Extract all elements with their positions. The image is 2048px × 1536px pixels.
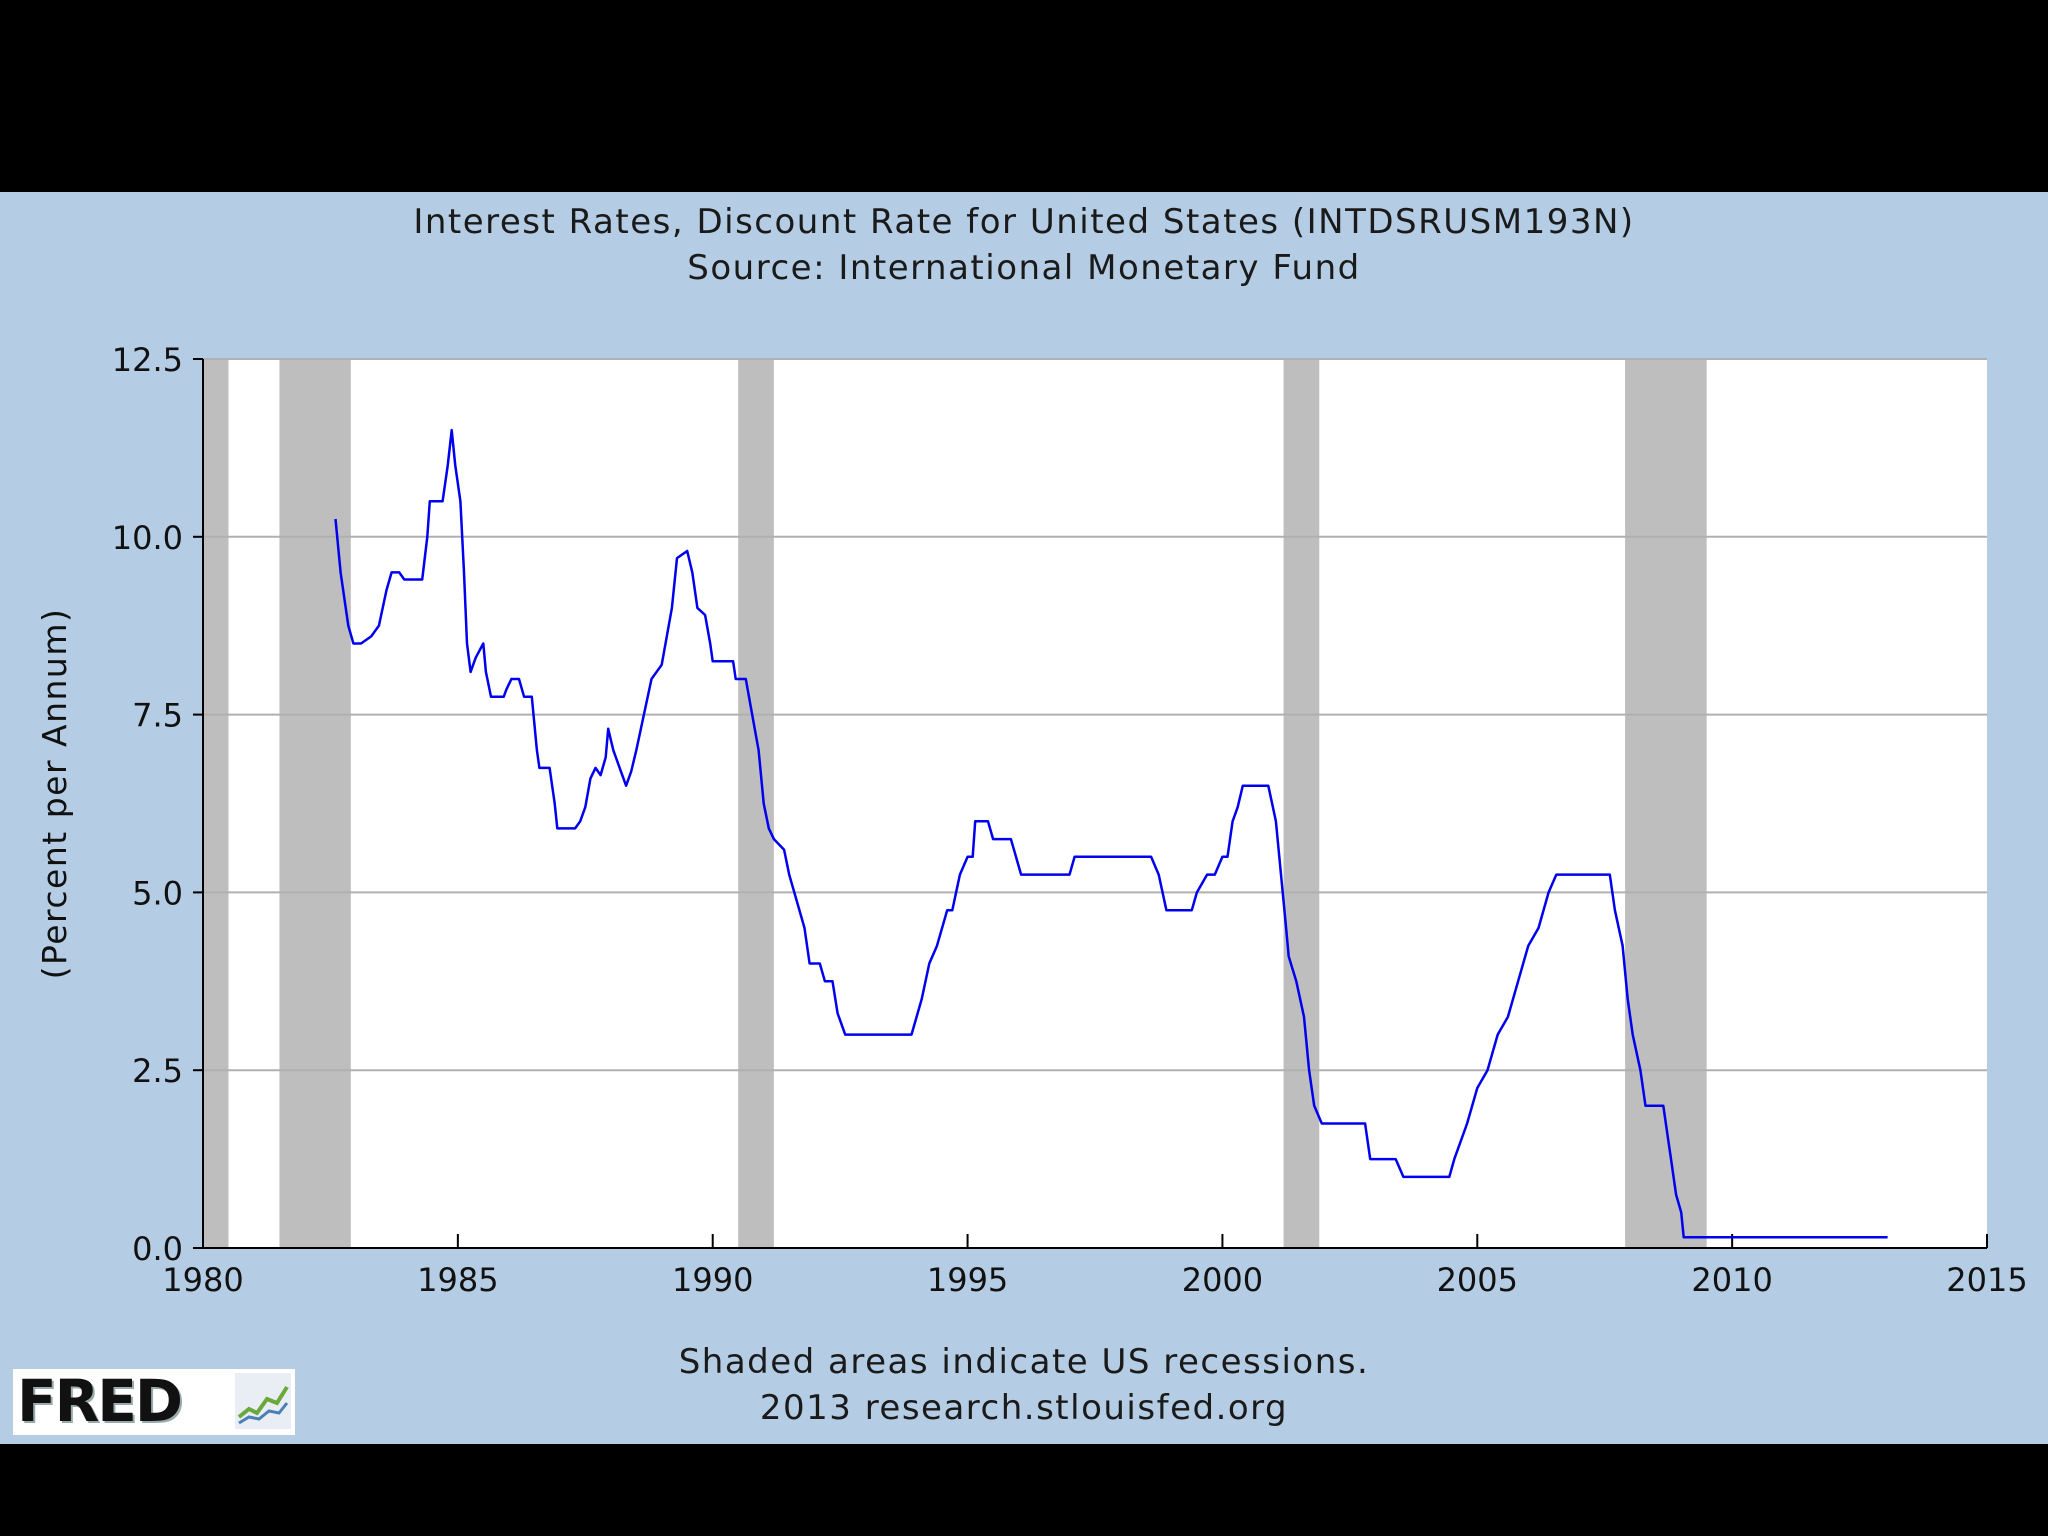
plot-background [203,359,1987,1248]
chart-svg: 0.0 2.5 5.0 7.5 10.0 12.5 1980 1985 1990 1995 2000… [35,341,2028,1299]
recession-note: Shaded areas indicate US recessions. [678,1342,1370,1382]
x-tick-label: 1990 [672,1261,753,1299]
recession-band [738,359,774,1248]
y-tick-label: 10.0 [112,519,183,557]
chart-subtitle: Source: International Monetary Fund [687,248,1361,288]
x-tick-label: 2000 [1182,1261,1263,1299]
recession-band [203,359,229,1248]
chart-panel: Interest Rates, Discount Rate for United… [0,192,2048,1444]
y-tick-label: 0.0 [132,1230,183,1268]
recession-band [279,359,351,1248]
x-tick-label: 2015 [1946,1261,2027,1299]
source-credit: 2013 research.stlouisfed.org [759,1388,1289,1428]
y-tick-label: 12.5 [112,341,183,379]
series-line [334,428,1888,1239]
chart-title: Interest Rates, Discount Rate for United… [413,202,1635,242]
y-axis-label: (Percent per Annum) [35,608,74,980]
fred-chart-icon [235,1373,291,1429]
fred-logo-text: FRED [17,1367,183,1435]
x-tick-label: 1985 [417,1261,498,1299]
recession-band [1625,359,1707,1248]
x-tick-label: 1980 [162,1261,243,1299]
x-tick-label: 2005 [1437,1261,1518,1299]
y-tick-label: 2.5 [132,1052,183,1090]
plot-area: 0.0 2.5 5.0 7.5 10.0 12.5 1980 1985 1990 1995 2000… [35,341,2028,1299]
recession-band [1283,359,1320,1248]
y-tick-label: 5.0 [132,874,183,912]
fred-logo: FRED [13,1367,295,1435]
x-tick-label: 1995 [927,1261,1008,1299]
y-tick-label: 7.5 [132,697,183,735]
x-tick-label: 2010 [1691,1261,1772,1299]
